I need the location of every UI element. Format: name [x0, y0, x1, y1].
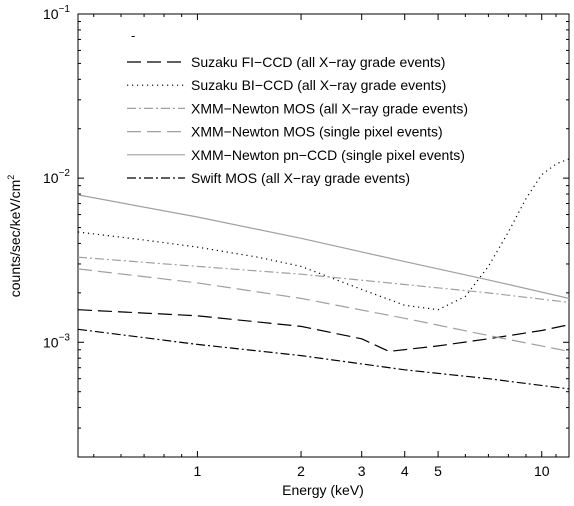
- legend-label: Suzaku FI−CCD (all X−ray grade events): [191, 54, 445, 70]
- y-tick-label: 10−1: [43, 4, 70, 22]
- x-tick-label: 1: [194, 463, 202, 479]
- legend-label: XMM−Newton MOS (all X−ray grade events): [191, 100, 468, 116]
- x-tick-label: 5: [434, 463, 442, 479]
- series-line: [78, 328, 569, 390]
- y-tick-base: 10: [43, 334, 59, 350]
- y-tick-label: 10−3: [43, 332, 70, 350]
- y-tick-base: 10: [43, 170, 59, 186]
- legend: - Suzaku FI−CCD (all X−ray grade events)…: [127, 28, 468, 186]
- series-line: [78, 256, 569, 303]
- y-axis-label: counts/sec/keV/cm2: [6, 175, 23, 298]
- y-tick-exponent: −1: [59, 4, 71, 15]
- x-tick-label: 2: [297, 463, 305, 479]
- y-tick-exponent: −2: [59, 168, 71, 179]
- series-line: [78, 268, 569, 352]
- series-line: [78, 158, 569, 311]
- plot-frame: [77, 13, 570, 458]
- x-axis-label: Energy (keV): [282, 482, 364, 498]
- legend-label: XMM−Newton pn−CCD (single pixel events): [191, 147, 465, 163]
- legend-label: Suzaku BI−CCD (all X−ray grade events): [191, 77, 446, 93]
- y-tick-label: 10−2: [43, 168, 70, 186]
- y-tick-base: 10: [43, 6, 59, 22]
- y-axis-label-sup: 2: [6, 175, 16, 180]
- x-tick-label: 4: [401, 463, 409, 479]
- y-axis-label-main: counts/sec/keV/cm: [7, 180, 23, 298]
- x-tick-label: 3: [358, 463, 366, 479]
- legend-label: Swift MOS (all X−ray grade events): [191, 170, 410, 186]
- series-line: [78, 309, 569, 352]
- legend-extra-mark: -: [131, 28, 135, 43]
- x-tick-label: 10: [534, 463, 550, 479]
- legend-label: XMM−Newton MOS (single pixel events): [191, 124, 443, 140]
- series-layer: [78, 158, 569, 390]
- y-tick-exponent: −3: [59, 332, 71, 343]
- series-line: [78, 194, 569, 299]
